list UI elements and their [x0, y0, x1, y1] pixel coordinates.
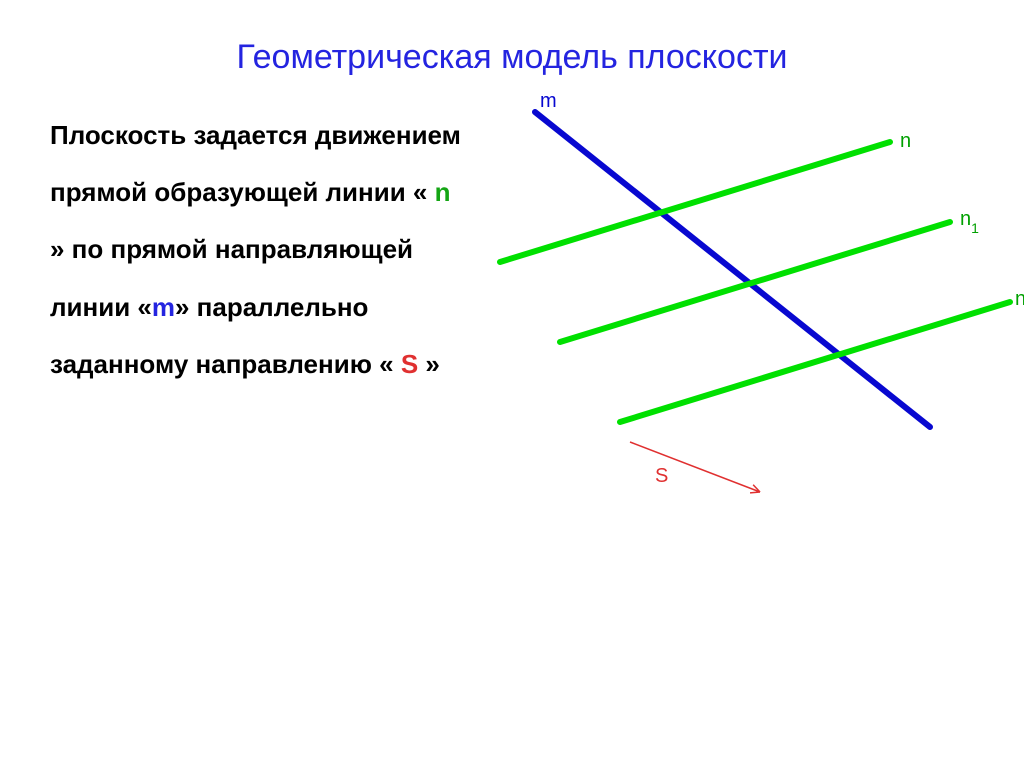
- label-n: n: [900, 130, 911, 152]
- title-text: Геометрическая модель плоскости: [236, 38, 787, 76]
- description-paragraph: Плоскость задается движением прямой обра…: [50, 107, 470, 393]
- geometry-diagram: mnn1n2S: [460, 87, 1020, 507]
- body-area: Плоскость задается движением прямой обра…: [0, 87, 1024, 767]
- arrow-s: [630, 442, 760, 492]
- label-n2: n2: [1015, 288, 1024, 316]
- line-n: [500, 142, 890, 262]
- paragraph-segment-0: Плоскость задается движением прямой обра…: [50, 120, 461, 207]
- line-n1: [560, 222, 950, 342]
- paragraph-segment-6: »: [418, 349, 440, 379]
- paragraph-segment-1: n: [435, 177, 451, 207]
- line-m: [535, 112, 930, 427]
- arrowhead-s-a: [750, 492, 760, 493]
- line-n2: [620, 302, 1010, 422]
- paragraph-segment-3: m: [152, 292, 175, 322]
- diagram-svg: mnn1n2S: [460, 87, 1020, 507]
- label-n1: n1: [960, 208, 979, 236]
- label-s: S: [655, 465, 668, 487]
- label-m: m: [540, 90, 557, 112]
- page-title: Геометрическая модель плоскости: [0, 0, 1024, 87]
- paragraph-segment-5: S: [401, 349, 418, 379]
